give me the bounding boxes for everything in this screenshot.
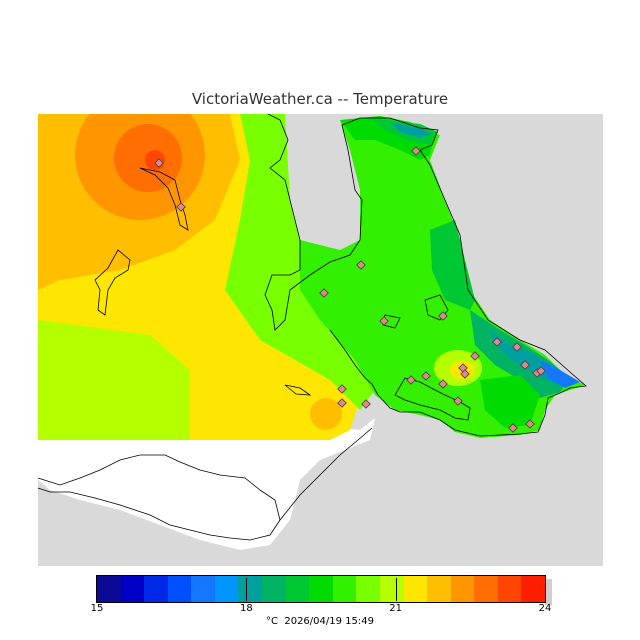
station-marker: [337, 398, 347, 408]
colorbar-tick-mark: [395, 578, 397, 601]
station-marker: [406, 375, 416, 385]
station-marker: [411, 146, 421, 156]
colorbar-segment: [497, 576, 522, 602]
station-marker: [438, 379, 448, 389]
station-marker: [470, 351, 480, 361]
colorbar-segment: [238, 576, 263, 602]
station-marker: [176, 202, 186, 212]
station-marker: [361, 399, 371, 409]
station-marker: [379, 316, 389, 326]
station-marker: [453, 396, 463, 406]
colorbar-segment: [474, 576, 498, 602]
colorbar-segment: [332, 576, 357, 602]
legend-timestamp: 2026/04/19 15:49: [284, 616, 374, 627]
colorbar-segment: [450, 576, 475, 602]
station-marker: [492, 337, 502, 347]
colorbar-tick-label: 21: [389, 603, 403, 614]
colorbar-segment: [262, 576, 286, 602]
station-marker: [154, 158, 164, 168]
colorbar-tick-label: 24: [538, 603, 552, 614]
colorbar-segment: [191, 576, 215, 602]
colorbar-segment: [144, 576, 168, 602]
colorbar-segment: [309, 576, 333, 602]
colorbar-segment: [285, 576, 310, 602]
colorbar-tick-label: 15: [90, 603, 104, 614]
station-marker: [525, 419, 535, 429]
legend-unit: °C: [266, 616, 278, 627]
colorbar-segment: [214, 576, 239, 602]
colorbar-segment: [356, 576, 380, 602]
station-marker: [512, 342, 522, 352]
colorbar-segment: [403, 576, 428, 602]
station-marker: [460, 369, 470, 379]
coastlines: [37, 113, 587, 541]
temperature-map: [37, 113, 603, 566]
colorbar-segment: [167, 576, 192, 602]
colorbar-shadow: [545, 579, 552, 605]
station-marker: [421, 371, 431, 381]
station-marker: [520, 360, 530, 370]
colorbar-segment: [427, 576, 451, 602]
page-title: VictoriaWeather.ca -- Temperature: [191, 90, 449, 108]
colorbar-segment: [379, 576, 404, 602]
station-marker: [337, 384, 347, 394]
station-marker: [356, 260, 366, 270]
station-marker: [508, 423, 518, 433]
south-water-area: [38, 418, 375, 550]
colorbar-segment: [120, 576, 145, 602]
legend-footer: °C 2026/04/19 15:49: [0, 616, 640, 627]
colorbar-segment: [97, 576, 121, 602]
station-marker: [319, 288, 329, 298]
colorbar-tick-mark: [246, 578, 248, 601]
colorbar-segment: [521, 576, 545, 602]
temperature-colorbar: [96, 575, 546, 603]
colorbar-tick-label: 18: [239, 603, 253, 614]
weather-stations: [154, 146, 546, 433]
station-marker: [536, 366, 546, 376]
station-marker: [438, 311, 448, 321]
